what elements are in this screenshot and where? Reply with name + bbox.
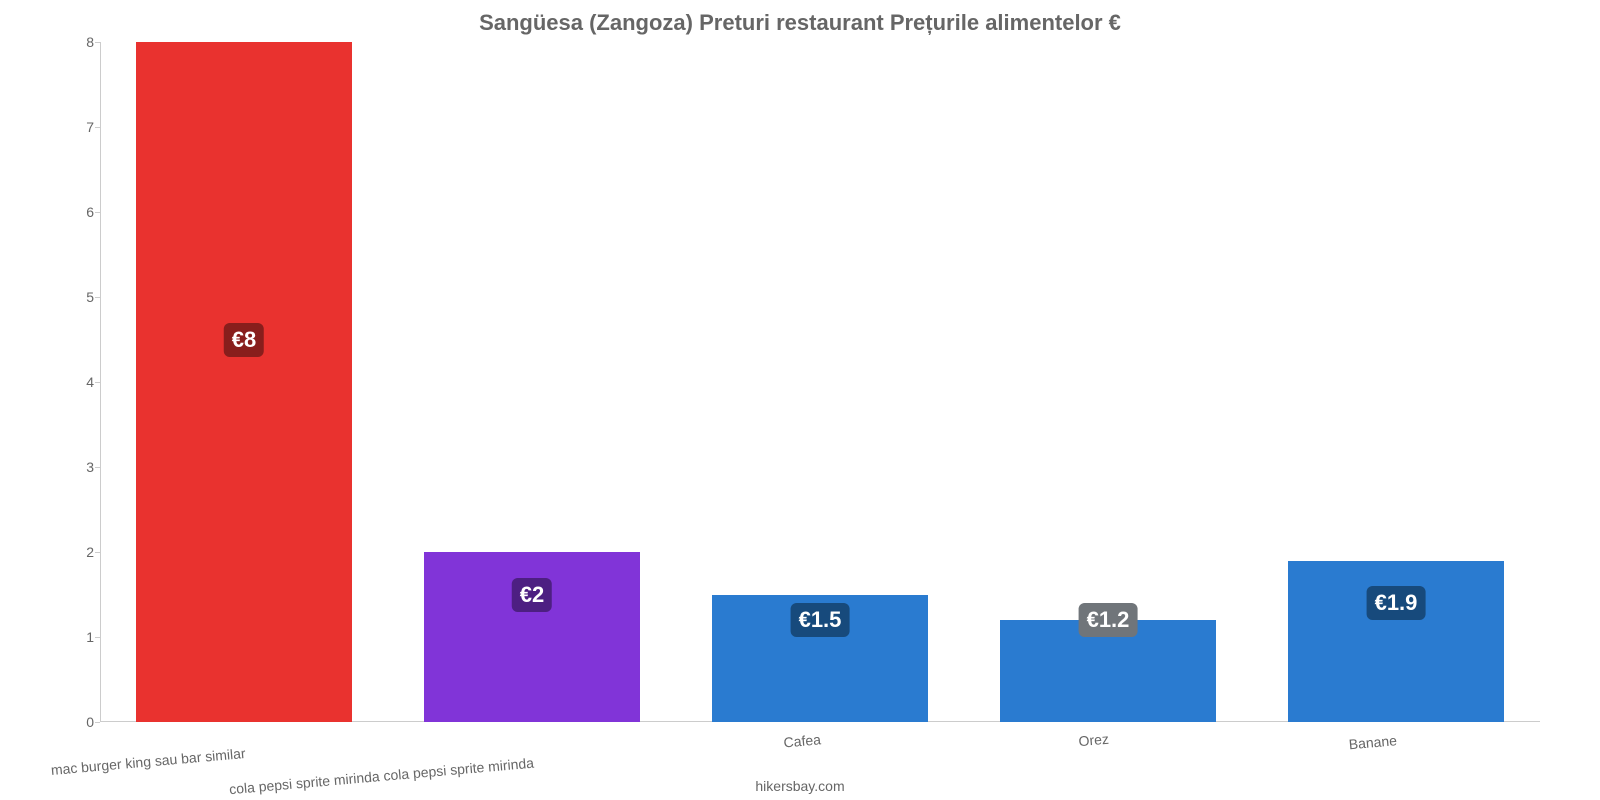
y-tick-label: 6: [60, 204, 94, 220]
y-tick-mark: [95, 212, 100, 213]
y-tick-label: 4: [60, 374, 94, 390]
y-tick-mark: [95, 552, 100, 553]
x-category-label: Cafea: [783, 731, 822, 750]
bar: [1288, 561, 1504, 723]
bar-value-badge: €2: [512, 578, 552, 612]
y-tick-mark: [95, 297, 100, 298]
y-tick-label: 5: [60, 289, 94, 305]
plot-area: 012345678 €8€2€1.5€1.2€1.9: [100, 42, 1540, 722]
y-tick-mark: [95, 637, 100, 638]
x-category-label: Banane: [1348, 732, 1397, 752]
y-tick-label: 2: [60, 544, 94, 560]
y-tick-mark: [95, 382, 100, 383]
y-axis-line: [100, 42, 101, 722]
bar-value-badge: €1.9: [1367, 586, 1426, 620]
y-tick-label: 3: [60, 459, 94, 475]
chart-title: Sangüesa (Zangoza) Preturi restaurant Pr…: [0, 10, 1600, 36]
y-tick-mark: [95, 467, 100, 468]
y-tick-label: 7: [60, 119, 94, 135]
x-category-label: Orez: [1078, 731, 1110, 750]
y-tick-mark: [95, 722, 100, 723]
y-tick-mark: [95, 42, 100, 43]
bar-value-badge: €1.2: [1079, 603, 1138, 637]
y-tick-label: 1: [60, 629, 94, 645]
y-tick-mark: [95, 127, 100, 128]
y-tick-label: 8: [60, 34, 94, 50]
bar-value-badge: €8: [224, 323, 264, 357]
bar: [136, 42, 352, 722]
y-tick-label: 0: [60, 714, 94, 730]
x-category-label: mac burger king sau bar similar: [50, 745, 246, 778]
chart-footer: hikersbay.com: [0, 778, 1600, 794]
bar-value-badge: €1.5: [791, 603, 850, 637]
